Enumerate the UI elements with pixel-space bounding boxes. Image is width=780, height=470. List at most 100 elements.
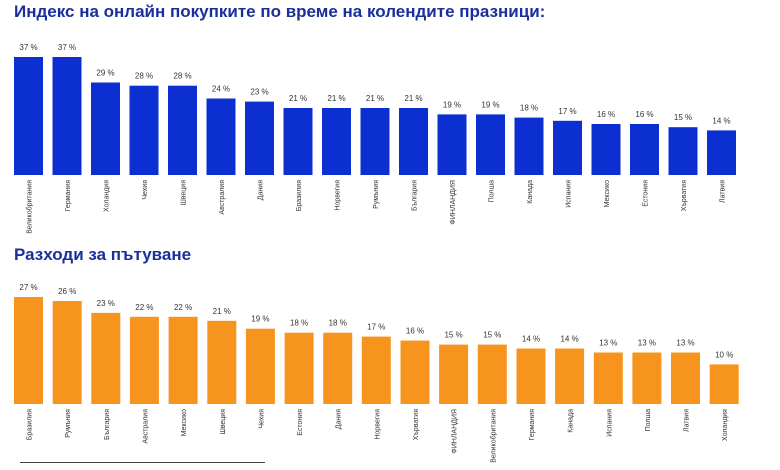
value-label-7: 23 %	[250, 88, 268, 97]
category-label-6: Швеция	[220, 409, 227, 435]
category-label-15: Испания	[566, 180, 573, 208]
bar-9	[323, 332, 353, 404]
bar-2	[52, 301, 82, 404]
value-label-13: 19 %	[481, 100, 499, 109]
online-shopping-bar-chart: 37 % Великобритания 37 % Германия 29 % Холанд…	[14, 43, 736, 234]
value-label-15: 14 %	[560, 335, 578, 344]
category-label-9: Норвегия	[335, 180, 342, 211]
category-label-10: Румъния	[373, 180, 380, 209]
value-label-14: 14 %	[522, 335, 540, 344]
bar-4	[129, 316, 159, 404]
bar-14	[514, 117, 544, 175]
category-label-3: Холандия	[104, 180, 111, 212]
value-label-10: 21 %	[366, 94, 384, 103]
bar-1	[14, 297, 43, 404]
value-label-12: 15 %	[444, 331, 462, 340]
value-label-11: 16 %	[406, 327, 424, 336]
category-label-12: ФИНЛАНДИЯ	[452, 409, 459, 454]
bar-18	[671, 352, 700, 404]
bar-15	[555, 348, 585, 404]
category-label-5: Швеция	[181, 180, 188, 206]
bar-4	[129, 85, 159, 175]
value-label-5: 28 %	[173, 72, 191, 81]
bar-9	[322, 108, 351, 175]
value-label-3: 29 %	[96, 69, 114, 78]
bar-17	[632, 352, 662, 404]
bar-19	[709, 364, 739, 404]
bar-8	[284, 332, 314, 404]
bar-3	[91, 82, 120, 175]
category-label-17: Естония	[643, 180, 650, 207]
bar-2	[52, 57, 82, 175]
bar-5	[168, 316, 198, 404]
category-label-15: Канада	[568, 409, 575, 433]
category-label-19: Латвия	[720, 180, 727, 203]
value-label-19: 14 %	[712, 116, 730, 125]
category-label-13: Великобритания	[489, 409, 497, 463]
bar-5	[168, 85, 197, 175]
category-label-8: Естония	[297, 409, 304, 436]
category-label-17: Полша	[645, 409, 652, 431]
category-label-2: Румъния	[65, 409, 72, 438]
bar-11	[400, 340, 430, 404]
value-label-4: 28 %	[135, 72, 153, 81]
value-label-1: 37 %	[19, 43, 37, 52]
category-label-16: Мексико	[604, 180, 611, 207]
value-label-16: 16 %	[597, 110, 615, 119]
value-label-1: 27 %	[19, 283, 37, 292]
bar-12	[437, 114, 467, 175]
chart-title-online-shopping: Индекс на онлайн покупките по време на к…	[14, 2, 546, 21]
value-label-11: 21 %	[404, 94, 422, 103]
category-label-7: Чехия	[258, 409, 265, 429]
category-label-1: Бразилия	[27, 409, 34, 440]
value-label-9: 21 %	[327, 94, 345, 103]
bar-10	[361, 336, 391, 404]
bar-7	[245, 101, 274, 175]
bar-10	[360, 108, 390, 175]
value-label-8: 21 %	[289, 94, 307, 103]
category-label-10: Норвегия	[374, 409, 381, 440]
bar-13	[476, 114, 505, 175]
value-label-19: 10 %	[715, 350, 733, 359]
bar-19	[707, 130, 736, 175]
bar-8	[283, 108, 313, 175]
category-label-3: България	[104, 409, 111, 440]
value-label-2: 37 %	[58, 43, 76, 52]
bar-14	[516, 348, 546, 404]
category-label-2: Германия	[65, 180, 72, 212]
category-label-4: Австралия	[142, 409, 149, 444]
category-label-19: Холандия	[722, 409, 729, 441]
category-label-4: Чехия	[142, 180, 149, 200]
bar-15	[553, 120, 582, 175]
bar-1	[14, 57, 43, 175]
category-label-14: Германия	[529, 409, 536, 441]
value-label-10: 17 %	[367, 323, 385, 332]
bar-12	[439, 344, 469, 404]
bar-6	[206, 98, 236, 175]
category-label-13: Полша	[489, 180, 496, 202]
chart-title-travel-spending: Разходи за пътуване	[14, 245, 192, 264]
category-label-18: Латвия	[684, 409, 691, 432]
bar-11	[399, 108, 428, 175]
category-label-5: Мексико	[181, 409, 188, 436]
value-label-14: 18 %	[520, 104, 538, 113]
category-label-9: Дания	[336, 409, 343, 429]
value-label-7: 19 %	[251, 315, 269, 324]
value-label-18: 15 %	[674, 113, 692, 122]
footnote-divider	[20, 462, 265, 463]
category-label-16: Испания	[606, 409, 613, 437]
category-label-14: Канада	[527, 180, 534, 204]
bar-3	[91, 312, 121, 404]
value-label-5: 22 %	[174, 303, 192, 312]
category-label-11: Хърватия	[413, 409, 420, 440]
bar-18	[668, 127, 698, 175]
category-label-6: Австралия	[219, 180, 226, 215]
value-label-8: 18 %	[290, 319, 308, 328]
bar-6	[207, 320, 237, 404]
value-label-18: 13 %	[676, 339, 694, 348]
value-label-6: 24 %	[212, 85, 230, 94]
value-label-6: 21 %	[213, 307, 231, 316]
value-label-12: 19 %	[443, 100, 461, 109]
value-label-15: 17 %	[558, 107, 576, 116]
